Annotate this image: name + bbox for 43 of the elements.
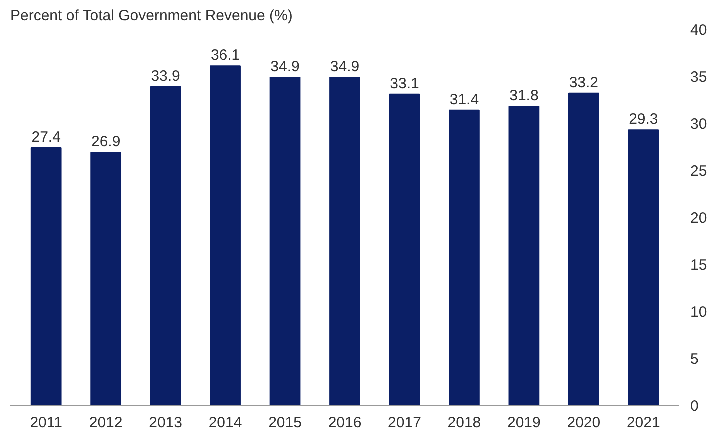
- x-tick-label: 2012: [89, 414, 123, 432]
- bar: [389, 94, 420, 406]
- bar: [30, 147, 62, 406]
- y-tick-label: 35: [690, 69, 708, 86]
- bar: [568, 92, 600, 406]
- data-label: 31.8: [510, 88, 539, 105]
- data-label: 34.9: [330, 58, 360, 76]
- y-tick-label: 0: [690, 398, 699, 415]
- x-tick-label: 2020: [567, 414, 601, 432]
- x-tick-label: 2014: [208, 414, 242, 432]
- x-tick-label: 2011: [30, 414, 62, 432]
- data-label: 33.9: [151, 68, 180, 85]
- bar: [508, 106, 540, 406]
- x-tick-label: 2015: [268, 414, 302, 432]
- x-tick-label: 2013: [149, 414, 182, 432]
- y-tick-label: 15: [690, 257, 708, 274]
- x-tick-label: 2018: [448, 414, 482, 432]
- data-label: 31.4: [450, 91, 480, 108]
- bar: [210, 66, 241, 406]
- data-label: 34.9: [270, 58, 300, 76]
- x-tick-label: 2016: [328, 414, 362, 432]
- bar: [270, 76, 301, 406]
- data-label: 26.9: [91, 134, 121, 151]
- bar: [90, 152, 122, 406]
- data-label: 33.1: [390, 75, 420, 92]
- chart-title: Percent of Total Government Revenue (%): [10, 8, 293, 24]
- y-tick-label: 40: [690, 22, 708, 39]
- y-tick-label: 30: [690, 116, 708, 133]
- data-label: 36.1: [210, 47, 240, 64]
- bar: [330, 76, 360, 406]
- bar: [150, 86, 182, 406]
- x-tick-label: 2021: [626, 414, 660, 432]
- data-label: 29.3: [629, 111, 658, 128]
- data-label: 33.2: [569, 74, 599, 92]
- bar: [628, 130, 660, 406]
- y-tick-label: 5: [690, 351, 699, 368]
- x-tick-label: 2019: [508, 414, 541, 432]
- y-tick-label: 10: [690, 304, 708, 321]
- y-tick-label: 20: [690, 210, 708, 227]
- y-tick-label: 25: [690, 163, 708, 180]
- bar: [449, 110, 480, 406]
- data-label: 27.4: [32, 128, 61, 146]
- x-tick-label: 2017: [388, 414, 422, 432]
